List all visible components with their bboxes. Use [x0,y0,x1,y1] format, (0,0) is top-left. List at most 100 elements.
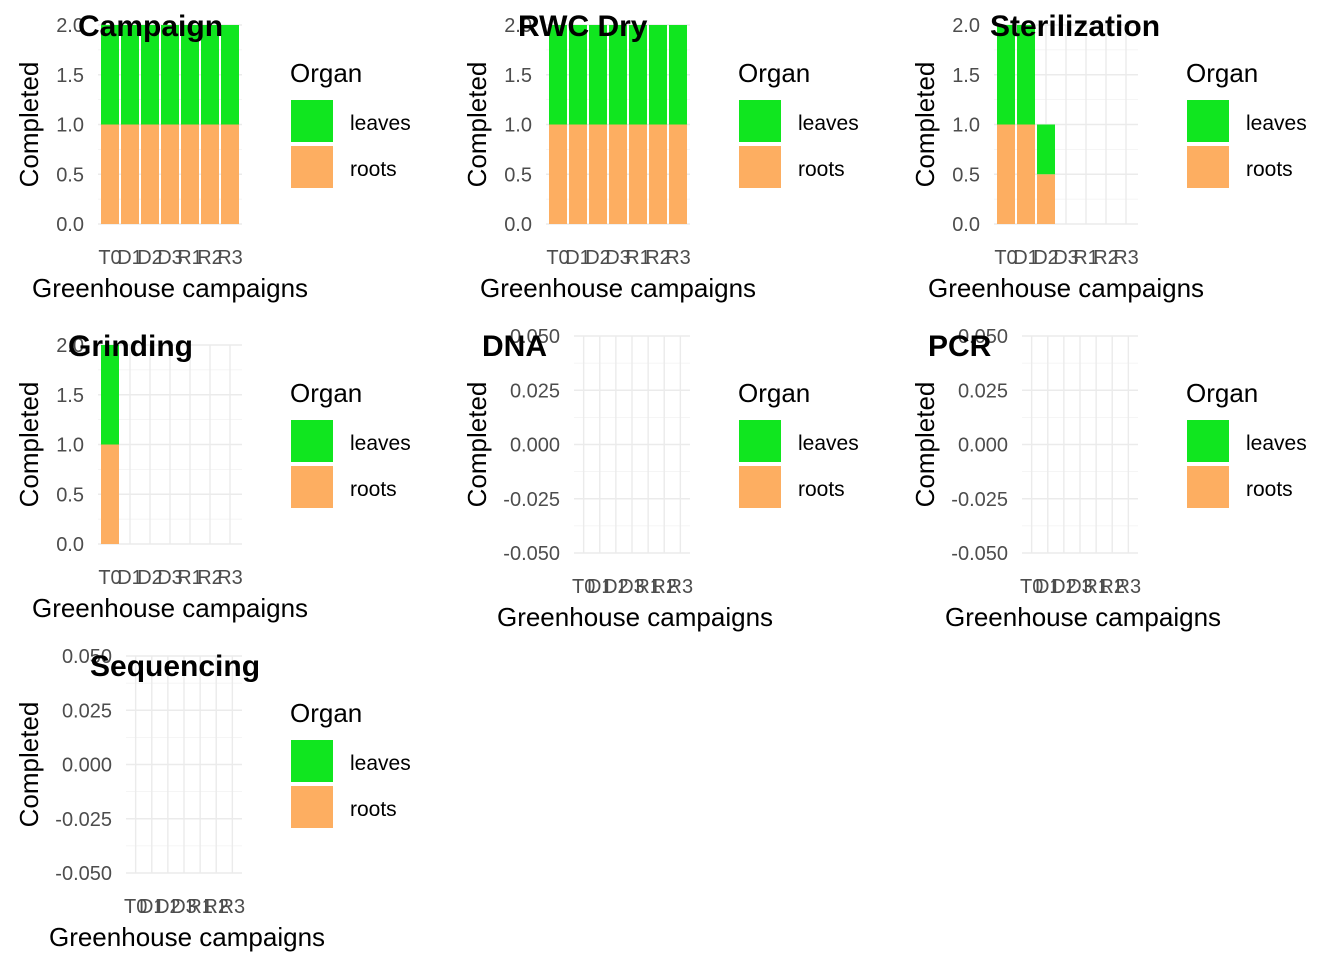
bar-roots-R2 [649,124,667,224]
bar-leaves-D1 [121,25,139,125]
panel-title: Sterilization [990,10,1160,43]
y-tick-label: -0.025 [55,809,112,831]
x-tick-label: D3 [171,896,197,918]
x-axis-title: Greenhouse campaigns [945,602,1221,632]
bar-leaves-R2 [649,25,667,125]
x-tick-label: D2 [1033,247,1059,269]
panel-title: RWC Dry [518,10,648,43]
y-tick-label: 1.5 [952,65,980,87]
y-tick-label: 2.0 [56,335,84,357]
y-axis-title: Completed [910,382,940,508]
legend-label-roots: roots [1246,158,1293,181]
bar-leaves-R3 [669,25,687,125]
y-tick-label: 0.5 [504,164,532,186]
y-tick-label: -0.050 [55,863,112,885]
y-axis-title: Completed [462,382,492,508]
x-tick-label: T0 [1020,576,1043,598]
x-axis-title: Greenhouse campaigns [32,593,308,623]
x-tick-label: D1 [1035,576,1061,598]
y-tick-label: 2.0 [56,15,84,37]
x-tick-label: R2 [1099,576,1125,598]
x-tick-label: R1 [625,247,651,269]
y-tick-label: 0.025 [510,380,560,402]
y-tick-label: 0.0 [56,534,84,556]
x-tick-label: R2 [203,896,229,918]
y-tick-label: 0.050 [510,326,560,348]
panel-title: Campaign [78,10,223,43]
bar-leaves-D2 [589,25,607,125]
y-tick-label: 0.025 [958,380,1008,402]
legend-label-roots: roots [1246,478,1293,501]
x-tick-label: D1 [139,896,165,918]
legend-label-roots: roots [350,798,397,821]
y-tick-label: 0.050 [62,646,112,668]
y-tick-label: 1.5 [504,65,532,87]
x-tick-label: R3 [217,247,243,269]
legend-title: Organ [738,378,810,408]
x-tick-label: R1 [187,896,213,918]
legend-key-roots [739,146,781,188]
x-tick-label: D1 [587,576,613,598]
chart-panel-dna: -0.050 -0.025 0.000 0.025 0.050 T0D1D2D3R1R2R… [462,326,859,632]
x-tick-label: T0 [994,247,1017,269]
bar-roots-R1 [629,124,647,224]
bar-roots-D3 [161,124,179,224]
bar-roots-T0 [101,124,119,224]
x-tick-label: D1 [565,247,591,269]
x-tick-label: D2 [603,576,629,598]
y-tick-label: 0.5 [56,164,84,186]
x-tick-label: R3 [1116,576,1142,598]
y-tick-label: 0.025 [62,700,112,722]
x-tick-label: R2 [197,567,223,589]
x-tick-label: R3 [668,576,694,598]
y-axis-title: Completed [462,62,492,188]
y-tick-label: 2.0 [504,15,532,37]
panel-title: PCR [928,330,992,363]
x-axis-title: Greenhouse campaigns [32,273,308,303]
x-tick-label: R1 [1083,576,1109,598]
bar-leaves-R3 [221,25,239,125]
bar-roots-D2 [141,124,159,224]
x-tick-label: R3 [1113,247,1139,269]
x-tick-label: R1 [1073,247,1099,269]
x-tick-label: R2 [645,247,671,269]
x-tick-label: D3 [619,576,645,598]
bar-roots-T0 [997,124,1015,224]
bar-leaves-R1 [629,25,647,125]
y-axis-title: Completed [14,382,44,508]
bar-leaves-D2 [141,25,159,125]
x-axis-title: Greenhouse campaigns [49,922,325,952]
panel-title: Grinding [68,330,193,363]
legend-label-leaves: leaves [1246,112,1307,135]
x-tick-label: D3 [1067,576,1093,598]
legend-label-leaves: leaves [798,112,859,135]
bar-roots-D1 [1017,124,1035,224]
legend-key-roots [1187,146,1229,188]
legend-key-leaves [1187,420,1229,462]
legend-title: Organ [738,58,810,88]
x-tick-label: R1 [177,567,203,589]
legend-label-roots: roots [798,478,845,501]
x-tick-label: D3 [157,567,183,589]
bar-roots-T0 [549,124,567,224]
bar-leaves-T0 [549,25,567,125]
legend-title: Organ [1186,58,1258,88]
legend-key-leaves [291,100,333,142]
legend-key-roots [291,466,333,508]
legend-title: Organ [290,698,362,728]
chart-panel-pcr: -0.050 -0.025 0.000 0.025 0.050 T0D1D2D3R1R2R… [910,326,1307,632]
x-tick-label: R3 [220,896,246,918]
y-axis-title: Completed [14,62,44,188]
x-tick-label: R3 [217,567,243,589]
y-tick-label: -0.050 [951,543,1008,565]
legend-key-roots [291,146,333,188]
bar-leaves-D2 [1037,124,1055,175]
bar-roots-D2 [589,124,607,224]
x-tick-label: D1 [1013,247,1039,269]
y-tick-label: 2.0 [952,15,980,37]
y-tick-label: 0.050 [958,326,1008,348]
bar-leaves-T0 [101,25,119,125]
